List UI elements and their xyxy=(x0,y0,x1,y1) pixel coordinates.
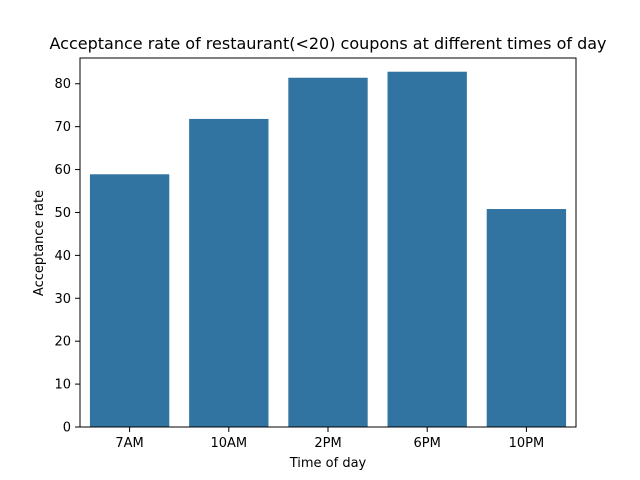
plot-area: 0 10 20 30 40 50 60 70 80 7AM 10AM 2PM 6PM 10PM xyxy=(54,57,577,451)
x-tick-label-10pm: 10PM xyxy=(509,436,545,451)
bar-2pm xyxy=(288,77,368,427)
x-axis-title: Time of day xyxy=(289,456,367,471)
y-tick-label: 20 xyxy=(54,335,71,350)
y-tick-label: 0 xyxy=(63,421,71,436)
y-tick-label: 70 xyxy=(54,120,71,135)
y-tick-label: 40 xyxy=(54,249,71,264)
bar-7am xyxy=(89,174,170,427)
bar-10pm xyxy=(486,209,567,427)
chart-title: Acceptance rate of restaurant(<20) coupo… xyxy=(50,34,607,53)
plot-frame xyxy=(79,57,577,428)
x-tick-label-10am: 10AM xyxy=(210,436,247,451)
y-tick-label: 10 xyxy=(54,378,71,393)
bar-10am xyxy=(189,118,269,427)
y-tick-label: 80 xyxy=(54,77,71,92)
x-tick-label-6pm: 6PM xyxy=(414,436,441,451)
bar-6pm xyxy=(387,71,467,428)
y-tick-label: 30 xyxy=(54,292,71,307)
x-tick-label-2pm: 2PM xyxy=(314,436,341,451)
x-axis: 7AM 10AM 2PM 6PM 10PM xyxy=(115,427,544,451)
bars-group xyxy=(89,71,567,428)
y-tick-label: 50 xyxy=(54,206,71,221)
y-axis: 0 10 20 30 40 50 60 70 80 xyxy=(54,77,80,436)
y-tick-label: 60 xyxy=(54,163,71,178)
y-axis-title: Acceptance rate xyxy=(32,190,47,296)
x-tick-label-7am: 7AM xyxy=(115,436,143,451)
